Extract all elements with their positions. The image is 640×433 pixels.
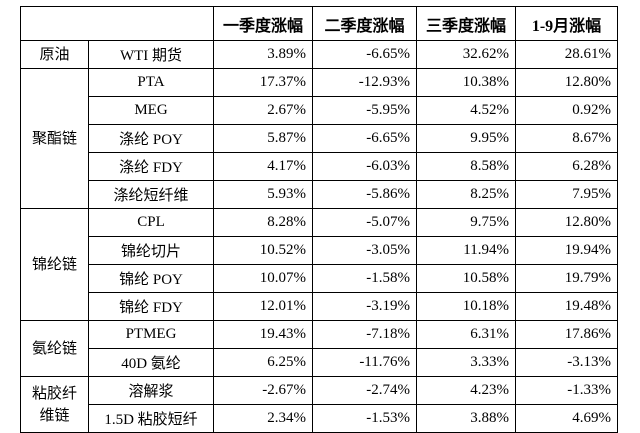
value-cell: 10.58%	[416, 264, 516, 293]
item-cell: 溶解浆	[88, 376, 214, 405]
header-cell: 1-9月涨幅	[515, 6, 618, 41]
item-cell: MEG	[88, 96, 214, 125]
value-cell: 8.28%	[213, 208, 313, 237]
header-cell: 二季度涨幅	[312, 6, 417, 41]
table-wrap: 一季度涨幅 二季度涨幅 三季度涨幅 1-9月涨幅 原油 WTI 期货 3.89% -6…	[20, 6, 618, 433]
data-table: 一季度涨幅 二季度涨幅 三季度涨幅 1-9月涨幅 原油 WTI 期货 3.89% -6…	[20, 6, 618, 433]
item-cell: 涤纶 FDY	[88, 152, 214, 181]
table-row: 聚酯链 PTA 17.37% -12.93% 10.38% 12.80%	[20, 68, 618, 209]
item-cell: 涤纶短纤维	[88, 180, 214, 209]
item-cell: CPL	[88, 208, 214, 237]
item-cell: WTI 期货	[88, 40, 214, 69]
value-cell: 11.94%	[416, 236, 516, 265]
table-row: 锦纶切片 10.52% -3.05% 11.94% 19.94%	[21, 236, 618, 265]
table-row: 氨纶链 PTMEG 19.43% -7.18% 6.31% 17.86%	[20, 320, 618, 377]
value-cell: 8.67%	[515, 124, 618, 153]
header-cell: 一季度涨幅	[213, 6, 313, 41]
value-cell: 4.17%	[213, 152, 313, 181]
table-row: 涤纶 FDY 4.17% -6.03% 8.58% 6.28%	[21, 152, 618, 181]
value-cell: 6.25%	[213, 348, 313, 377]
item-cell: 锦纶 POY	[88, 264, 214, 293]
table-row: 40D 氨纶 6.25% -11.76% 3.33% -3.13%	[21, 348, 618, 377]
value-cell: 7.95%	[515, 180, 618, 209]
table-body: 一季度涨幅 二季度涨幅 三季度涨幅 1-9月涨幅 原油 WTI 期货 3.89% -6…	[20, 6, 618, 433]
value-cell: 2.67%	[213, 96, 313, 125]
value-cell: 4.69%	[515, 404, 618, 433]
table-row: MEG 2.67% -5.95% 4.52% 0.92%	[21, 96, 618, 125]
value-cell: 12.01%	[213, 292, 313, 321]
value-cell: -3.19%	[312, 292, 417, 321]
value-cell: -11.76%	[312, 348, 417, 377]
value-cell: 6.28%	[515, 152, 618, 181]
value-cell: 32.62%	[416, 40, 516, 69]
value-cell: 9.75%	[416, 208, 516, 237]
group-cell: 锦纶链	[20, 208, 89, 321]
value-cell: 2.34%	[213, 404, 313, 433]
table-row: 涤纶短纤维 5.93% -5.86% 8.25% 7.95%	[21, 180, 618, 209]
value-cell: 10.18%	[416, 292, 516, 321]
value-cell: -2.74%	[312, 376, 417, 405]
value-cell: 3.89%	[213, 40, 313, 69]
value-cell: 4.23%	[416, 376, 516, 405]
value-cell: 5.93%	[213, 180, 313, 209]
value-cell: 12.80%	[515, 208, 618, 237]
value-cell: 17.37%	[213, 68, 313, 97]
value-cell: -1.58%	[312, 264, 417, 293]
item-cell: 1.5D 粘胶短纤	[88, 404, 214, 433]
table-row: 锦纶链 CPL 8.28% -5.07% 9.75% 12.80%	[20, 208, 618, 321]
value-cell: 6.31%	[416, 320, 516, 349]
table-row: 1.5D 粘胶短纤 2.34% -1.53% 3.88% 4.69%	[21, 404, 618, 433]
value-cell: 9.95%	[416, 124, 516, 153]
value-cell: -5.07%	[312, 208, 417, 237]
value-cell: 10.52%	[213, 236, 313, 265]
header-row: 一季度涨幅 二季度涨幅 三季度涨幅 1-9月涨幅	[20, 6, 618, 41]
group-cell: 氨纶链	[20, 320, 89, 377]
table-row: 锦纶 FDY 12.01% -3.19% 10.18% 19.48%	[21, 292, 618, 321]
value-cell: -12.93%	[312, 68, 417, 97]
table-row: 锦纶 POY 10.07% -1.58% 10.58% 19.79%	[21, 264, 618, 293]
value-cell: 4.52%	[416, 96, 516, 125]
table-row: 粘胶纤维链 溶解浆 -2.67% -2.74% 4.23% -1.33%	[20, 376, 618, 433]
value-cell: 17.86%	[515, 320, 618, 349]
item-cell: PTA	[88, 68, 214, 97]
group-cell: 原油	[20, 40, 89, 69]
item-cell: 40D 氨纶	[88, 348, 214, 377]
value-cell: 10.38%	[416, 68, 516, 97]
value-cell: 19.94%	[515, 236, 618, 265]
value-cell: -2.67%	[213, 376, 313, 405]
item-cell: 锦纶 FDY	[88, 292, 214, 321]
value-cell: -1.33%	[515, 376, 618, 405]
value-cell: -5.86%	[312, 180, 417, 209]
value-cell: 0.92%	[515, 96, 618, 125]
value-cell: -6.65%	[312, 40, 417, 69]
value-cell: 19.48%	[515, 292, 618, 321]
item-cell: 涤纶 POY	[88, 124, 214, 153]
value-cell: -3.13%	[515, 348, 618, 377]
table-row: 原油 WTI 期货 3.89% -6.65% 32.62% 28.61%	[20, 40, 618, 69]
value-cell: 8.25%	[416, 180, 516, 209]
value-cell: -1.53%	[312, 404, 417, 433]
value-cell: 28.61%	[515, 40, 618, 69]
value-cell: 3.88%	[416, 404, 516, 433]
group-cell: 粘胶纤维链	[20, 376, 89, 433]
value-cell: -6.65%	[312, 124, 417, 153]
value-cell: 5.87%	[213, 124, 313, 153]
value-cell: 8.58%	[416, 152, 516, 181]
value-cell: 3.33%	[416, 348, 516, 377]
value-cell: -3.05%	[312, 236, 417, 265]
value-cell: 12.80%	[515, 68, 618, 97]
value-cell: 10.07%	[213, 264, 313, 293]
value-cell: 19.79%	[515, 264, 618, 293]
value-cell: -5.95%	[312, 96, 417, 125]
value-cell: -6.03%	[312, 152, 417, 181]
header-blank	[20, 6, 214, 41]
value-cell: -7.18%	[312, 320, 417, 349]
group-cell: 聚酯链	[20, 68, 89, 209]
table-row: 涤纶 POY 5.87% -6.65% 9.95% 8.67%	[21, 124, 618, 153]
item-cell: 锦纶切片	[88, 236, 214, 265]
value-cell: 19.43%	[213, 320, 313, 349]
header-cell: 三季度涨幅	[416, 6, 516, 41]
item-cell: PTMEG	[88, 320, 214, 349]
